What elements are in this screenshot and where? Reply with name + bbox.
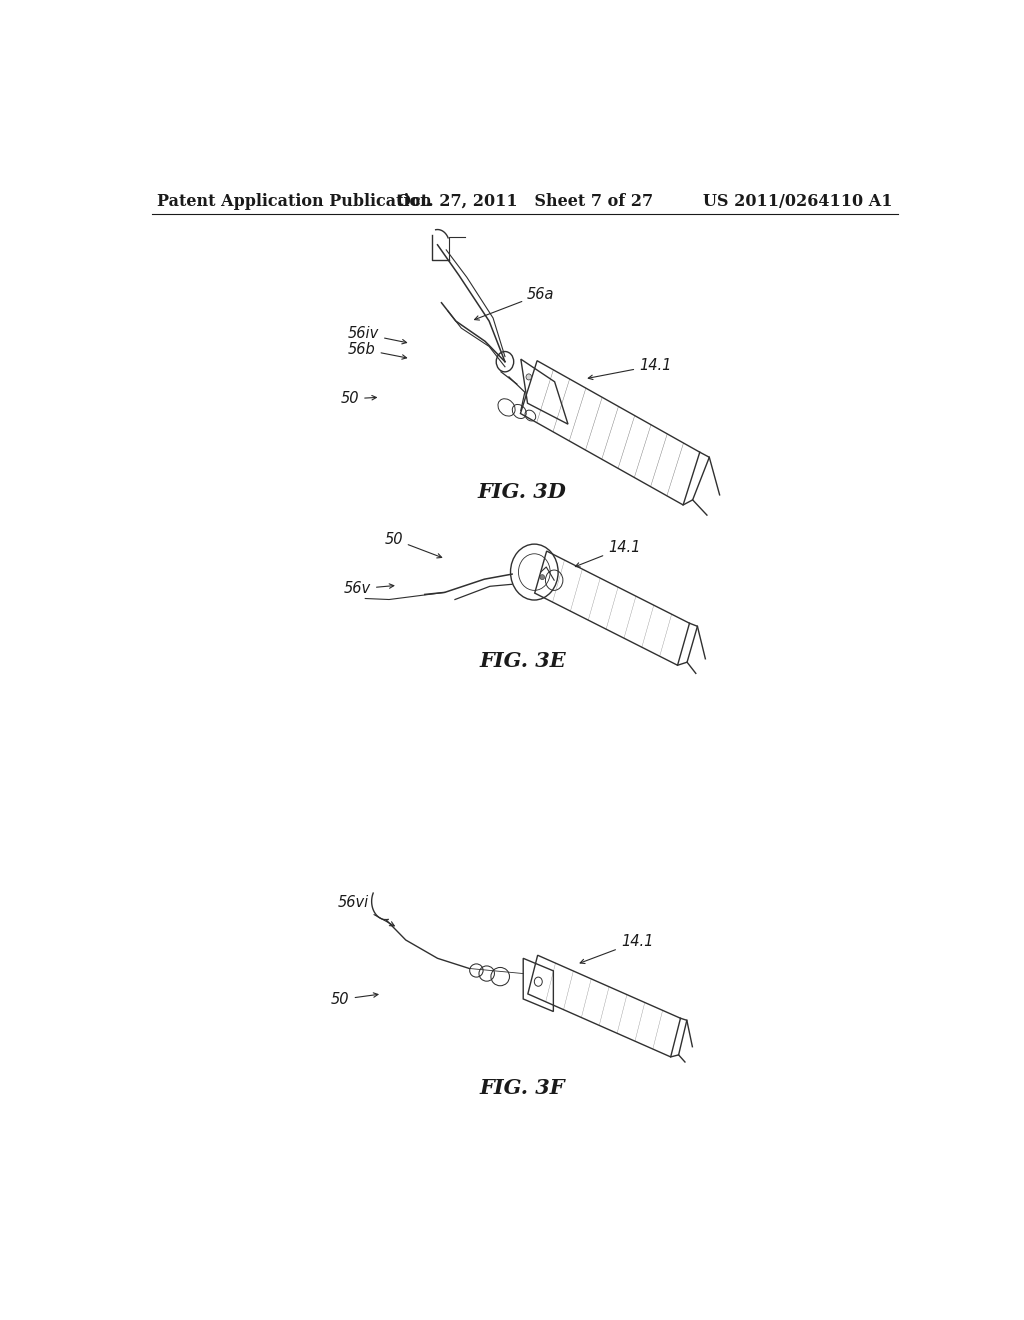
Ellipse shape xyxy=(540,574,545,579)
Text: 14.1: 14.1 xyxy=(575,540,640,568)
Text: Patent Application Publication: Patent Application Publication xyxy=(158,193,432,210)
Text: FIG. 3E: FIG. 3E xyxy=(479,651,565,671)
Text: 56iv: 56iv xyxy=(348,326,407,345)
Text: US 2011/0264110 A1: US 2011/0264110 A1 xyxy=(702,193,892,210)
Text: 56b: 56b xyxy=(348,342,407,359)
Text: 50: 50 xyxy=(384,532,441,558)
Text: 56v: 56v xyxy=(344,581,394,597)
Text: 56a: 56a xyxy=(474,286,555,319)
Ellipse shape xyxy=(526,374,531,380)
Text: 14.1: 14.1 xyxy=(581,935,653,964)
Text: FIG. 3F: FIG. 3F xyxy=(479,1078,565,1098)
Text: 50: 50 xyxy=(331,993,378,1007)
Text: 50: 50 xyxy=(341,391,377,407)
Text: 14.1: 14.1 xyxy=(588,358,672,380)
Text: FIG. 3D: FIG. 3D xyxy=(478,482,567,502)
Text: 56vi: 56vi xyxy=(338,895,394,925)
Text: Oct. 27, 2011   Sheet 7 of 27: Oct. 27, 2011 Sheet 7 of 27 xyxy=(396,193,653,210)
